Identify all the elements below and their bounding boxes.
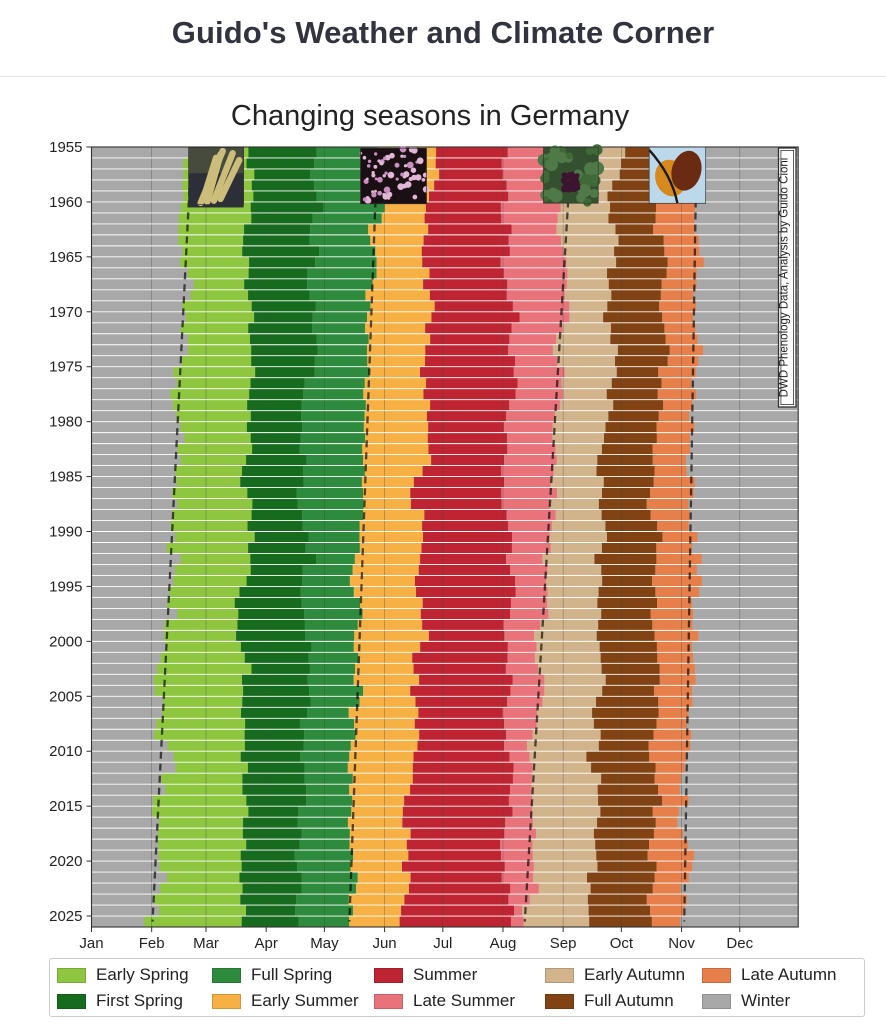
svg-text:Nov: Nov	[668, 935, 695, 952]
svg-text:1960: 1960	[49, 194, 82, 211]
svg-text:Aug: Aug	[490, 935, 517, 952]
svg-text:DWD Phenology Data, Analysis b: DWD Phenology Data, Analysis by Guido Ci…	[778, 158, 790, 398]
svg-text:1955: 1955	[49, 139, 82, 156]
svg-text:2015: 2015	[49, 798, 82, 815]
svg-text:2020: 2020	[49, 853, 82, 870]
svg-text:Mar: Mar	[193, 935, 219, 952]
svg-text:Apr: Apr	[255, 935, 278, 952]
svg-text:Jul: Jul	[433, 935, 452, 952]
svg-text:May: May	[310, 935, 339, 952]
svg-text:2025: 2025	[49, 908, 82, 925]
svg-text:1975: 1975	[49, 359, 82, 376]
svg-text:2010: 2010	[49, 743, 82, 760]
svg-text:1970: 1970	[49, 304, 82, 321]
svg-text:1965: 1965	[49, 249, 82, 266]
svg-text:1980: 1980	[49, 414, 82, 431]
svg-text:Jan: Jan	[79, 935, 103, 952]
svg-text:Dec: Dec	[726, 935, 753, 952]
svg-text:1985: 1985	[49, 469, 82, 486]
svg-text:2005: 2005	[49, 688, 82, 705]
svg-text:Sep: Sep	[550, 935, 577, 952]
svg-text:1995: 1995	[49, 578, 82, 595]
svg-text:2000: 2000	[49, 633, 82, 650]
svg-text:Feb: Feb	[139, 935, 165, 952]
svg-text:Jun: Jun	[372, 935, 396, 952]
svg-text:1990: 1990	[49, 524, 82, 541]
svg-text:Oct: Oct	[610, 935, 634, 952]
